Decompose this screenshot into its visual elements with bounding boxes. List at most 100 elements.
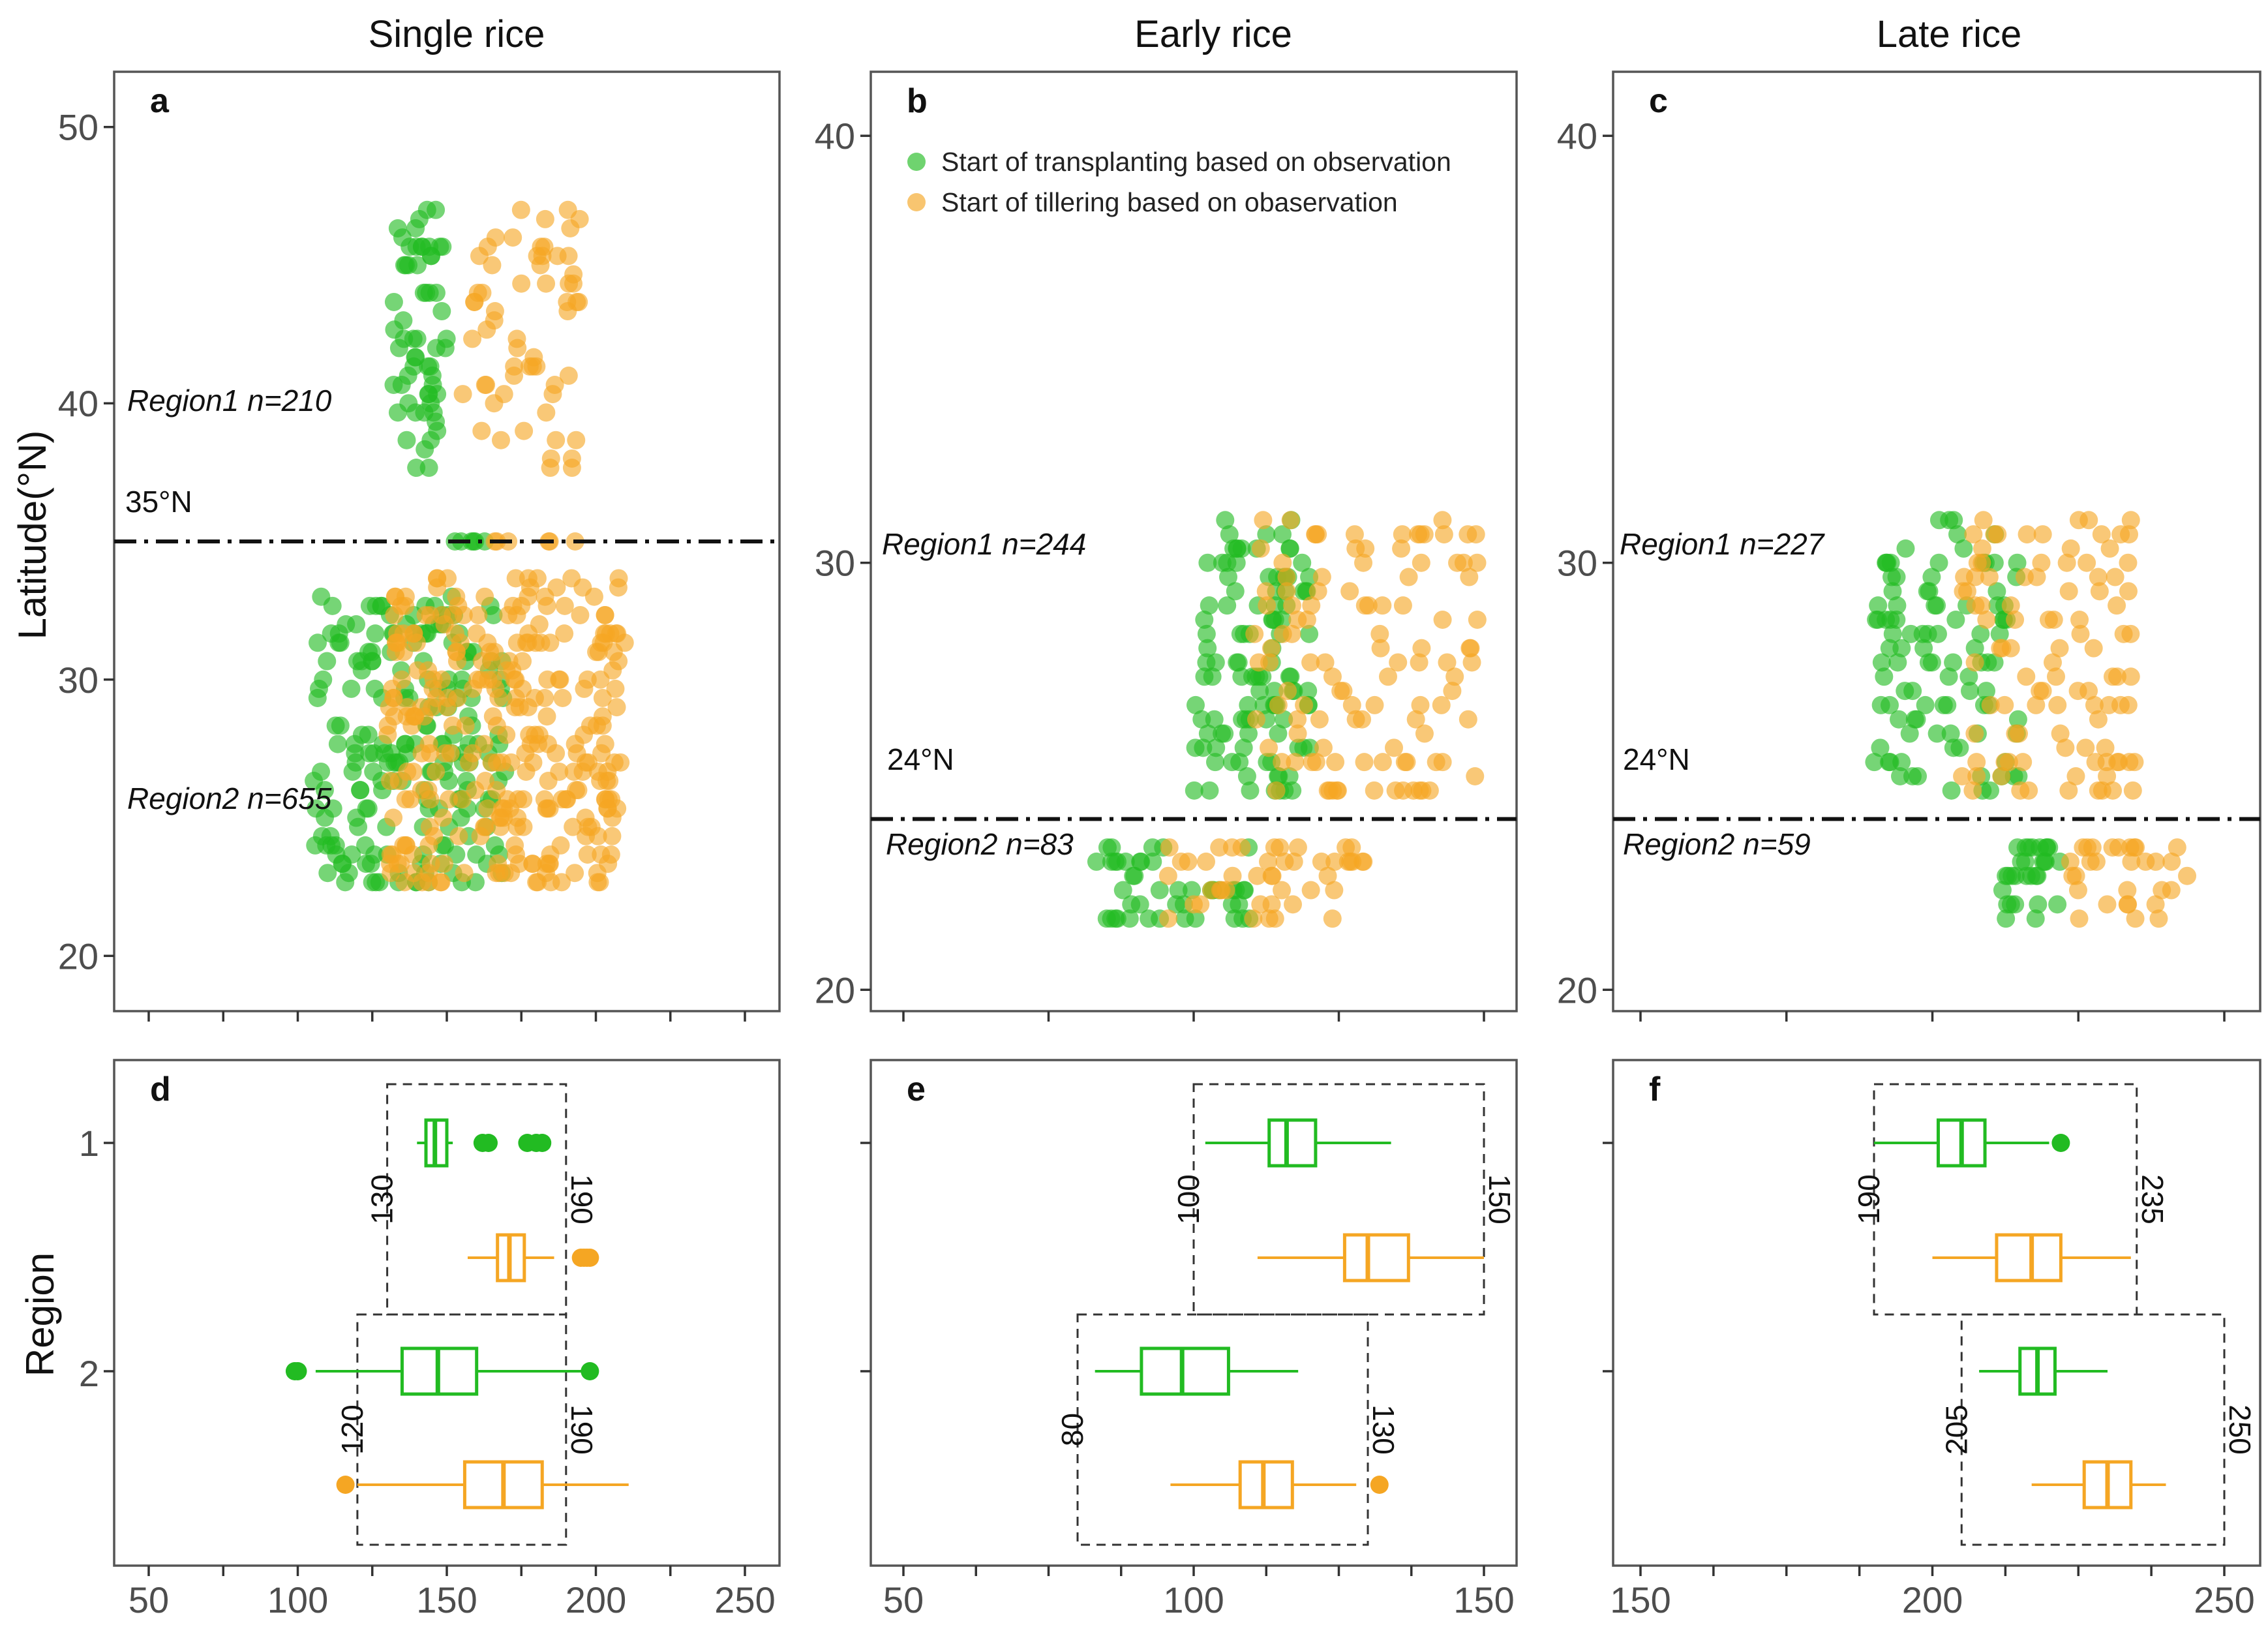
- scatter-point: [440, 790, 459, 809]
- panel-d-boxplot: 50 100 150 200 250 130 190 120 190 d: [104, 1059, 781, 1620]
- scatter-point: [1207, 738, 1226, 757]
- panel-e-xtick-label: 100: [1163, 1579, 1224, 1620]
- scatter-point: [492, 753, 511, 772]
- scatter-point: [2033, 525, 2052, 544]
- scatter-point: [1222, 753, 1241, 772]
- scatter-point: [559, 366, 578, 385]
- scatter-point: [1327, 781, 1346, 800]
- panel-f-boxplot: 150 200 250 190 235 205 250 f: [1603, 1059, 2261, 1620]
- scatter-point: [2162, 881, 2181, 900]
- scatter-point: [1922, 568, 1941, 586]
- scatter-point: [1412, 639, 1431, 658]
- scatter-point: [1976, 682, 1995, 701]
- scatter-point: [2059, 582, 2078, 601]
- scatter-point: [1953, 767, 1972, 785]
- scatter-point: [1964, 525, 1983, 544]
- scatter-point: [1397, 753, 1416, 772]
- scatter-point: [1961, 682, 1980, 701]
- scatter-point: [375, 744, 394, 763]
- scatter-point: [432, 873, 451, 892]
- scatter-point: [500, 652, 519, 671]
- scatter-point: [547, 431, 566, 449]
- scatter-point: [397, 431, 416, 449]
- scatter-point: [1273, 881, 1292, 900]
- panel-c-ytick-label: 40: [1557, 115, 1597, 157]
- scatter-point: [1323, 667, 1342, 686]
- scatter-point: [1993, 881, 2012, 900]
- scatter-point: [571, 605, 590, 624]
- scatter-point: [2027, 695, 2046, 714]
- panel-f-window-start-label: 190: [1852, 1174, 1886, 1224]
- panel-c-ytick-label: 30: [1557, 543, 1597, 584]
- scatter-point: [487, 864, 506, 883]
- scatter-point: [2031, 682, 2049, 701]
- scatter-point: [314, 670, 333, 689]
- scatter-point: [1288, 710, 1307, 729]
- scatter-point: [1300, 624, 1319, 643]
- scatter-point: [1432, 695, 1451, 714]
- scatter-point: [1205, 710, 1224, 729]
- scatter-point: [1284, 852, 1303, 871]
- scatter-point: [564, 817, 582, 836]
- scatter-point: [1977, 611, 1996, 629]
- scatter-point: [1883, 624, 1902, 643]
- scatter-point: [1393, 525, 1412, 544]
- scatter-point: [2089, 568, 2108, 586]
- scatter-point: [453, 385, 472, 404]
- scatter-point: [550, 670, 569, 689]
- scatter-point: [1265, 909, 1284, 928]
- scatter-point: [1365, 695, 1384, 714]
- scatter-point: [414, 283, 433, 302]
- scatter-point: [599, 855, 618, 873]
- panel-b-ytick-label: 30: [815, 543, 855, 584]
- scatter-point: [2100, 539, 2119, 558]
- scatter-point: [535, 237, 554, 256]
- scatter-point: [1888, 596, 1907, 615]
- panel-f-xtick-label: 200: [1902, 1579, 1963, 1620]
- panel-d-window-region1: [386, 1083, 567, 1316]
- panel-c-divider-label: 24°N: [1623, 742, 1690, 776]
- scatter-point: [2178, 866, 2197, 885]
- panel-d-window-end-label: 190: [565, 1174, 599, 1224]
- scatter-point: [592, 744, 611, 763]
- scatter-point: [593, 707, 612, 726]
- scatter-point: [2006, 611, 2025, 629]
- scatter-point: [1200, 781, 1219, 800]
- scatter-point: [410, 209, 429, 228]
- box-iqr: [1995, 1233, 2063, 1283]
- scatter-point: [1959, 667, 1978, 686]
- scatter-point: [1325, 852, 1344, 871]
- scatter-point: [1896, 539, 1915, 558]
- scatter-point: [347, 615, 366, 634]
- scatter-point: [506, 845, 525, 864]
- scatter-point: [463, 329, 482, 348]
- scatter-point: [1278, 682, 1297, 701]
- scatter-point: [577, 827, 596, 845]
- scatter-point: [1323, 909, 1342, 928]
- scatter-point: [2037, 838, 2056, 857]
- box-outlier: [336, 1476, 355, 1494]
- scatter-point: [1354, 553, 1373, 572]
- scatter-point: [1399, 568, 1418, 586]
- scatter-point: [1308, 582, 1327, 601]
- scatter-point: [413, 873, 432, 892]
- scatter-point: [536, 209, 554, 228]
- scatter-point: [1218, 596, 1237, 615]
- scatter-point: [477, 320, 496, 339]
- scatter-point: [1218, 553, 1237, 572]
- region-axis-title: Region: [18, 1253, 62, 1376]
- scatter-point: [1184, 895, 1203, 914]
- scatter-point: [1971, 624, 1990, 643]
- scatter-point: [388, 403, 407, 422]
- scatter-point: [2076, 738, 2095, 757]
- scatter-point: [1284, 895, 1303, 914]
- scatter-point: [1140, 909, 1158, 928]
- scatter-point: [1445, 667, 1464, 686]
- scatter-point: [1217, 881, 1235, 900]
- scatter-point: [1226, 582, 1245, 601]
- panel-d-xtick-label: 50: [129, 1579, 169, 1620]
- scatter-point: [408, 661, 427, 680]
- scatter-point: [318, 864, 337, 883]
- scatter-point: [515, 421, 534, 440]
- scatter-point: [592, 633, 611, 652]
